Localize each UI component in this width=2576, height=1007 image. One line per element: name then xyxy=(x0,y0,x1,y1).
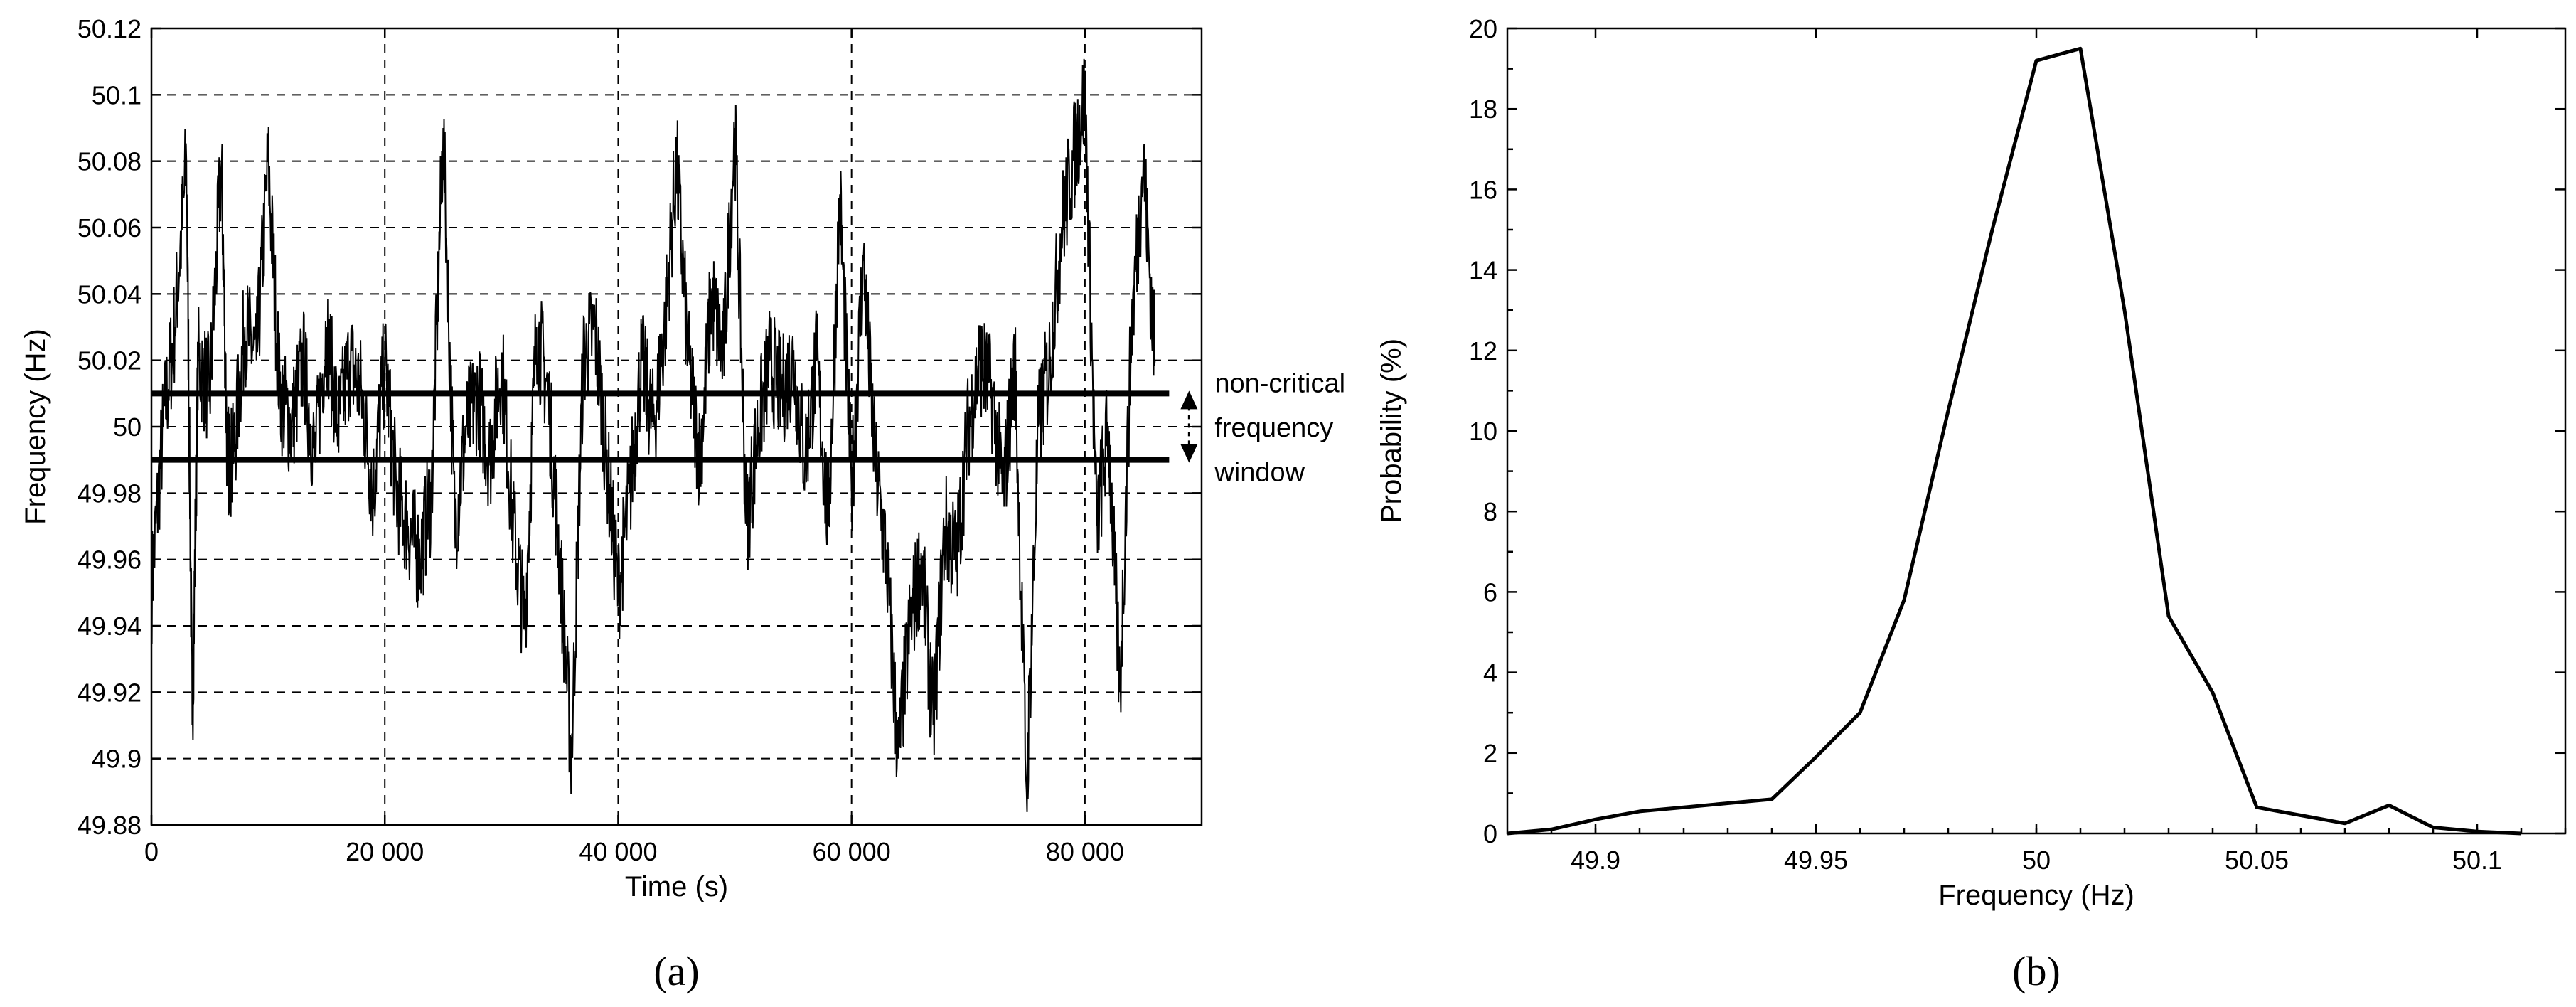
y-tick-label: 49.98 xyxy=(78,479,141,508)
y-tick-label: 50.04 xyxy=(78,279,141,309)
window-annotation-line: non-critical xyxy=(1214,368,1345,398)
panel-b-probability-chart: 49.9 49.95 50 50.05 50.1 0 2 4 6 8 10 12 14 16 18 20 Fre… xyxy=(1376,14,2567,994)
probability-data-point xyxy=(1507,833,1508,834)
window-arrow-down-icon xyxy=(1180,444,1198,463)
probability-data-point xyxy=(1595,819,1596,821)
probability-data-point xyxy=(2168,615,2169,617)
x-tick-label: 49.95 xyxy=(1784,846,1848,875)
x-tick-label: 50.1 xyxy=(2452,846,2502,875)
probability-data-point xyxy=(2256,806,2257,809)
probability-data-point xyxy=(2124,309,2125,311)
x-tick-label: 50.05 xyxy=(2225,846,2289,875)
x-tick-label: 40 000 xyxy=(579,837,657,866)
probability-data-point xyxy=(1992,229,1993,230)
y-tick-label: 49.94 xyxy=(78,612,141,641)
probability-data-point xyxy=(2300,814,2302,816)
probability-data-point xyxy=(1859,712,1861,714)
frequency-series-line xyxy=(151,58,1156,812)
y-tick-label: 49.9 xyxy=(92,745,141,774)
y-tick-label: 14 xyxy=(1469,256,1497,285)
x-tick-label: 20 000 xyxy=(346,837,424,866)
probability-data-point xyxy=(2521,833,2522,834)
y-tick-label: 50.08 xyxy=(78,147,141,176)
probability-data-point xyxy=(1903,599,1905,601)
y-tick-label: 6 xyxy=(1483,577,1497,607)
y-tick-label: 50 xyxy=(113,412,141,442)
x-tick-label: 49.9 xyxy=(1571,846,1620,875)
y-tick-label: 10 xyxy=(1469,417,1497,446)
window-arrow-up-icon xyxy=(1180,390,1198,410)
probability-distribution-line xyxy=(1507,46,2522,836)
panel-a-time-series-chart: 0 20 000 40 000 60 000 80 000 49.88 49.9 49.92 4… xyxy=(20,14,1345,994)
x-tick-label: 50 xyxy=(2022,846,2051,875)
y-tick-label: 12 xyxy=(1469,336,1497,366)
plot-area-frame xyxy=(1506,27,2567,835)
probability-data-point xyxy=(2476,831,2478,833)
panel-label: (a) xyxy=(653,948,699,994)
probability-data-point xyxy=(1947,410,1949,412)
probability-data-point xyxy=(2432,826,2434,828)
probability-data-point xyxy=(1639,810,1640,812)
y-tick-label: 0 xyxy=(1483,819,1497,848)
y-tick-label: 49.92 xyxy=(78,678,141,707)
y-tick-label: 16 xyxy=(1469,175,1497,204)
x-tick-label: 60 000 xyxy=(813,837,891,866)
window-annotation-line: window xyxy=(1214,458,1305,488)
y-tick-label: 20 xyxy=(1469,14,1497,43)
probability-data-point xyxy=(1771,798,1773,800)
y-axis-title: Probability (%) xyxy=(1376,339,1407,523)
y-axis-title: Frequency (Hz) xyxy=(20,329,51,525)
y-tick-label: 49.88 xyxy=(78,811,141,840)
probability-data-point xyxy=(2212,691,2213,693)
y-tick-label: 2 xyxy=(1483,739,1497,768)
probability-data-point xyxy=(2344,822,2346,824)
probability-data-point xyxy=(2080,48,2081,50)
probability-data-point xyxy=(1683,806,1684,809)
window-annotation-line: frequency xyxy=(1214,413,1333,443)
probability-data-point xyxy=(1551,828,1552,831)
probability-data-point xyxy=(2388,804,2390,806)
panel-label: (b) xyxy=(2012,948,2061,994)
y-tick-label: 50.06 xyxy=(78,213,141,243)
y-tick-label: 8 xyxy=(1483,497,1497,526)
x-axis-title: Frequency (Hz) xyxy=(1938,880,2134,911)
x-tick-label: 80 000 xyxy=(1046,837,1124,866)
y-tick-label: 50.1 xyxy=(92,80,141,110)
probability-data-point xyxy=(2036,60,2037,62)
x-tick-label: 0 xyxy=(144,837,159,866)
x-axis-title: Time (s) xyxy=(625,871,728,902)
probability-data-point xyxy=(1815,756,1817,758)
y-tick-label: 50.02 xyxy=(78,346,141,375)
y-tick-label: 4 xyxy=(1483,659,1497,688)
y-tick-label: 49.96 xyxy=(78,545,141,575)
y-tick-label: 18 xyxy=(1469,95,1497,124)
y-tick-label: 50.12 xyxy=(78,14,141,43)
probability-data-point xyxy=(1727,802,1728,804)
